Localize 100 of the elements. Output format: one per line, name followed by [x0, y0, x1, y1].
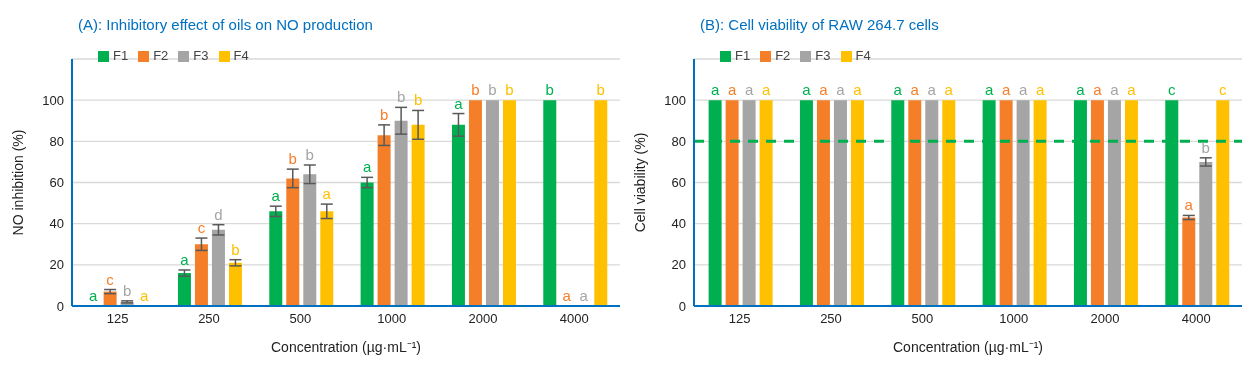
x-tick-label: 250 [198, 311, 220, 327]
data-label: b [488, 81, 497, 99]
data-label: c [197, 219, 206, 237]
bar [925, 100, 939, 306]
data-label: b [288, 150, 297, 168]
data-label: b [471, 81, 480, 99]
data-label: a [710, 81, 720, 99]
data-label: a [1018, 81, 1028, 99]
x-tick-label: 2000 [1090, 311, 1120, 327]
data-label: a [322, 185, 332, 203]
bar [850, 100, 864, 306]
legend-label: F1 [113, 48, 129, 63]
bar [411, 124, 425, 306]
bar [194, 244, 208, 306]
y-axis-title: Cell viability (%) [631, 132, 648, 233]
bar [468, 100, 482, 306]
data-label: a [761, 81, 771, 99]
x-tick-label: 250 [820, 311, 842, 327]
legend-label: F2 [775, 48, 791, 63]
x-tick-label: 125 [728, 311, 751, 327]
bar [1124, 100, 1138, 306]
bar [725, 100, 739, 306]
bar [543, 100, 557, 306]
bar [228, 262, 242, 306]
y-tick-label: 100 [42, 92, 64, 108]
y-tick-label: 80 [671, 133, 686, 149]
data-label: b [305, 146, 314, 163]
data-label: a [1184, 196, 1194, 214]
legend-label: F4 [233, 48, 249, 63]
data-label: a [579, 286, 589, 304]
data-label: c [1168, 81, 1177, 99]
data-label: a [944, 81, 954, 99]
y-tick-label: 40 [49, 216, 64, 232]
x-tick-label: 4000 [559, 311, 589, 327]
data-label: a [927, 81, 937, 99]
data-label: b [545, 81, 554, 99]
data-label: b [413, 91, 423, 109]
data-label: a [88, 286, 98, 304]
data-label: d [214, 205, 223, 223]
bar [485, 100, 499, 306]
data-label: a [362, 158, 372, 176]
y-tick-label: 60 [49, 175, 64, 191]
data-label: c [106, 270, 115, 288]
bar [908, 100, 922, 306]
data-label: a [893, 81, 903, 99]
data-label: a [836, 81, 846, 99]
legend-label: F3 [815, 48, 831, 63]
bar [211, 229, 225, 306]
data-label: a [139, 286, 149, 304]
data-label: b [379, 105, 389, 123]
bar [594, 100, 608, 306]
chart-title: (B): Cell viability of RAW 264.7 cells [700, 16, 939, 33]
bar [833, 100, 847, 306]
bar [286, 178, 300, 306]
data-label: b [396, 88, 406, 106]
bar [303, 174, 317, 306]
y-tick-label: 40 [671, 216, 686, 232]
y-tick-label: 100 [664, 92, 686, 108]
y-tick-label: 0 [56, 298, 64, 314]
data-label: a [454, 94, 464, 112]
x-axis-title: Concentration (µg·mL⁻¹) [892, 339, 1044, 355]
data-label: b [122, 281, 132, 299]
data-label: a [984, 81, 994, 99]
data-label: a [853, 81, 863, 99]
y-tick-label: 0 [678, 298, 686, 314]
data-label: a [1093, 81, 1103, 99]
bar [320, 211, 334, 306]
data-label: a [1035, 81, 1045, 99]
bar [360, 182, 374, 306]
x-tick-label: 2000 [468, 311, 498, 327]
data-label: a [727, 81, 737, 99]
bar [269, 211, 283, 306]
x-tick-label: 1000 [377, 311, 407, 327]
x-axis-title: Concentration (µg·mL⁻¹) [270, 339, 422, 355]
legend-label: F1 [735, 48, 751, 63]
bar [1107, 100, 1121, 306]
data-label: a [910, 81, 920, 99]
x-tick-label: 500 [911, 311, 934, 327]
data-label: a [271, 187, 281, 205]
bar [1216, 100, 1230, 306]
data-label: a [1076, 81, 1086, 99]
data-label: a [1127, 81, 1137, 99]
bar [377, 135, 391, 306]
bar [1199, 161, 1213, 306]
data-label: a [562, 286, 572, 304]
x-tick-label: 500 [289, 311, 312, 327]
bar [942, 100, 956, 306]
data-label: b [596, 81, 605, 99]
data-label: a [1110, 81, 1120, 99]
legend-label: F3 [193, 48, 209, 63]
y-tick-label: 80 [49, 133, 64, 149]
x-tick-label: 4000 [1181, 311, 1211, 327]
y-tick-label: 20 [671, 257, 686, 273]
y-axis-title: NO inhibition (%) [9, 129, 26, 236]
bar [394, 120, 408, 306]
bar [816, 100, 830, 306]
bar [502, 100, 516, 306]
data-label: a [180, 250, 190, 268]
data-label: c [1219, 81, 1228, 99]
x-tick-label: 125 [106, 311, 129, 327]
